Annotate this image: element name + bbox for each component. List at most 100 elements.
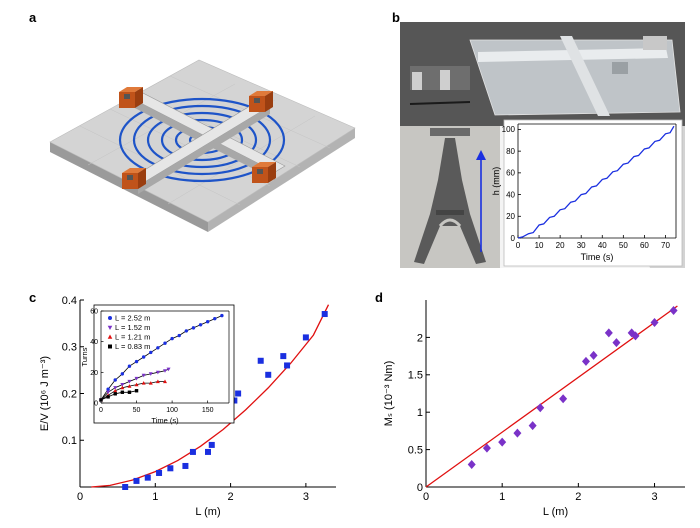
data-point: [280, 353, 287, 360]
x-tick-label: 0: [77, 491, 83, 503]
y-tick-label: 0.3: [62, 342, 77, 354]
y-tick-label: 0.1: [62, 435, 77, 447]
inset-b-plot: 0 10 20 30 40 50 60 70 0 20 40 60 80 100 Time (s) h (mm…: [491, 123, 677, 262]
x-tick-label: 2: [575, 491, 581, 503]
series-point: [170, 336, 174, 341]
x-tick-label: 30: [577, 241, 586, 250]
y-tick-label: 20: [506, 212, 515, 221]
data-point: [122, 484, 129, 490]
data-point: [482, 443, 491, 453]
data-point: [182, 462, 189, 469]
magnet-block-back: [119, 87, 143, 108]
data-point: [498, 437, 507, 447]
panel-label-a: a: [29, 10, 37, 25]
data-point: [235, 390, 242, 397]
series-point: [127, 379, 132, 384]
y-tick-label: 2: [417, 332, 423, 344]
series-point: [127, 364, 132, 368]
series-point: [127, 384, 132, 388]
series-point: [134, 359, 139, 364]
data-point: [528, 421, 537, 431]
data-point: [208, 441, 215, 448]
magnet-block-front: [252, 162, 276, 183]
series-point: [120, 372, 125, 376]
legend-marker: [108, 344, 112, 349]
x-tick-label: 150: [202, 407, 214, 414]
legend-marker: [107, 325, 113, 330]
panel-c-plot: 0 1 2 3 0.1 0.2 0.3 0.4 L (m) E/V (10⁶ J m⁻³): [39, 295, 336, 518]
y-tick-label: 0.4: [62, 295, 77, 307]
y-axis-label: E/V (10⁶ J m⁻³): [39, 356, 51, 431]
series-point: [134, 389, 139, 393]
magnet-block-right: [249, 91, 273, 112]
legend-label: L = 0.83 m: [115, 342, 150, 351]
series-point: [113, 388, 118, 393]
panel-d-plot: 0 1 2 3 0 0.5 1 1.5 2 L (m) Mₛ (10⁻³ Nm): [383, 300, 685, 518]
y-axis-label: Turns: [80, 347, 89, 366]
series-point: [106, 395, 110, 399]
data-point: [265, 371, 272, 378]
y-tick-label: 20: [90, 370, 98, 377]
data-point: [302, 334, 309, 341]
data-point: [669, 305, 678, 315]
series-point: [177, 333, 181, 338]
data-point: [536, 403, 545, 413]
series-point: [141, 355, 146, 359]
series-point: [120, 383, 125, 387]
series-point: [156, 346, 160, 350]
series-point: [155, 379, 160, 384]
data-point: [559, 394, 568, 404]
x-tick-label: 3: [651, 491, 657, 503]
series-point: [198, 323, 203, 327]
legend-label: L = 1.52 m: [115, 323, 150, 332]
y-tick-label: 0: [511, 234, 516, 243]
data-point: [321, 311, 328, 318]
data-point: [581, 356, 590, 366]
series-point: [191, 326, 196, 330]
y-tick-label: 1: [417, 407, 423, 419]
y-tick-label: 80: [506, 147, 515, 156]
series-point: [220, 313, 224, 318]
panel-label-d: d: [375, 290, 383, 305]
panel-label-c: c: [29, 290, 36, 305]
series-line: [517, 125, 675, 239]
legend-label: L = 2.52 m: [115, 314, 150, 323]
x-axis-label: Time (s): [151, 416, 179, 425]
data-point: [167, 465, 174, 472]
data-point: [189, 448, 196, 455]
series-point: [113, 392, 117, 396]
x-tick-label: 2: [228, 491, 234, 503]
series-point: [106, 390, 111, 395]
data-point: [650, 317, 659, 327]
y-tick-label: 100: [502, 125, 516, 134]
x-axis-label: L (m): [195, 506, 220, 518]
series-point: [149, 350, 153, 355]
series-point: [113, 386, 118, 390]
data-point: [257, 357, 264, 364]
data-point: [156, 469, 163, 476]
series-point: [134, 376, 139, 381]
data-point: [284, 362, 291, 369]
data-point: [612, 338, 621, 348]
panel-label-b: b: [392, 10, 400, 25]
series-point: [166, 367, 171, 372]
fit-line: [91, 304, 330, 488]
x-tick-label: 50: [133, 407, 141, 414]
y-tick-label: 0: [417, 482, 423, 494]
y-tick-label: 40: [90, 339, 98, 346]
y-axis-label: h (mm): [491, 167, 501, 196]
series-point: [163, 379, 167, 384]
y-axis-label: Mₛ (10⁻³ Nm): [383, 361, 395, 427]
x-tick-label: 40: [598, 241, 607, 250]
series-point: [141, 381, 146, 385]
series-point: [163, 341, 167, 345]
series-point: [155, 370, 160, 375]
series-point: [148, 372, 153, 376]
x-tick-label: 50: [619, 241, 628, 250]
series-point: [134, 382, 139, 387]
x-tick-label: 0: [99, 407, 103, 414]
data-point: [513, 428, 522, 438]
y-tick-label: 0.2: [62, 388, 77, 400]
